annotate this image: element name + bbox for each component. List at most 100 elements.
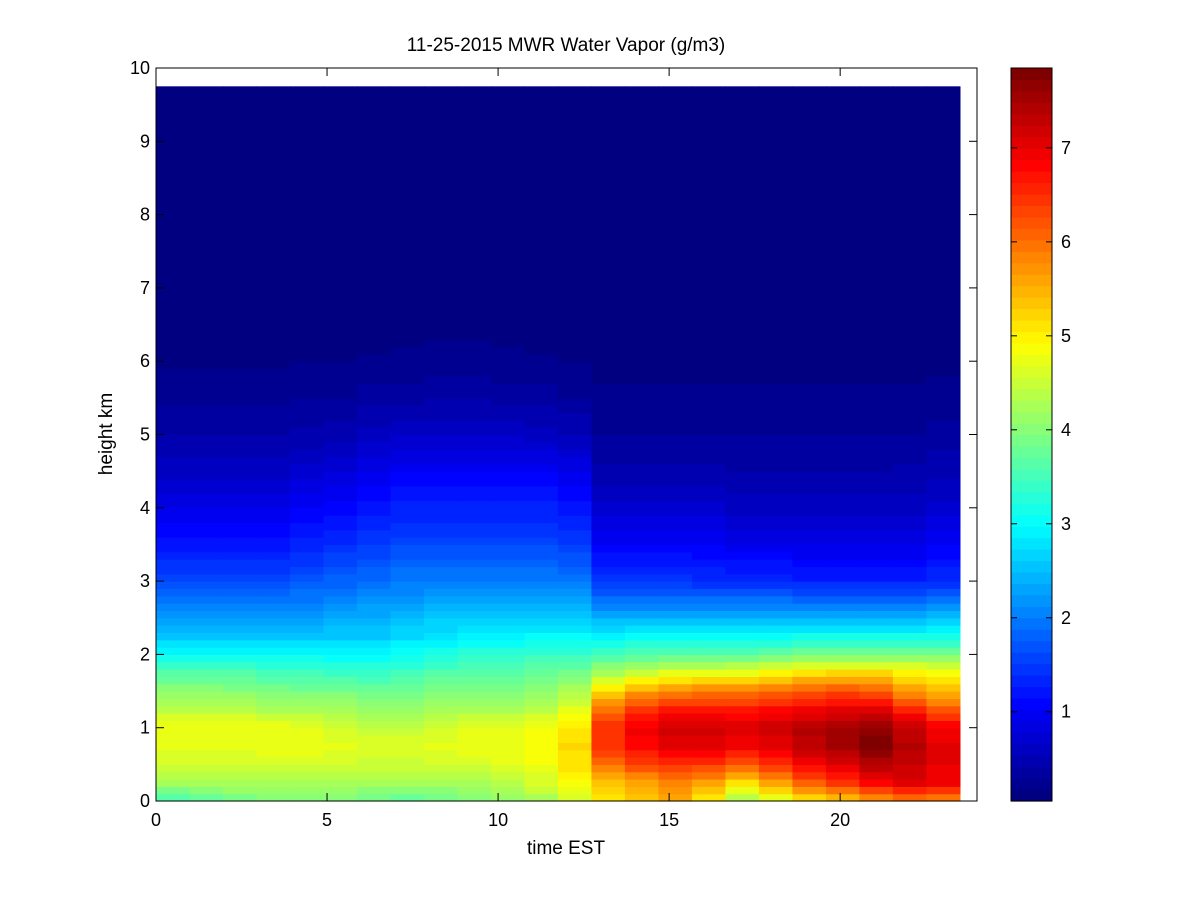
heatmap-cell — [825, 720, 861, 729]
heatmap-cell — [256, 111, 291, 120]
heatmap-cell — [423, 390, 459, 399]
heatmap-cell — [289, 566, 325, 575]
heatmap-cell — [557, 478, 593, 487]
heatmap-cell — [825, 735, 861, 743]
heatmap-cell — [926, 529, 961, 538]
heatmap-cell — [825, 537, 861, 546]
heatmap-cell — [926, 317, 961, 326]
heatmap-cell — [457, 302, 492, 311]
heatmap-cell — [691, 676, 727, 685]
heatmap-cell — [222, 339, 258, 348]
heatmap-cell — [189, 302, 224, 311]
heatmap-cell — [156, 221, 191, 230]
heatmap-cell — [189, 581, 224, 590]
heatmap-cell — [457, 742, 492, 751]
heatmap-cell — [557, 764, 593, 773]
heatmap-cell — [859, 236, 894, 245]
heatmap-cell — [691, 302, 727, 311]
heatmap-cell — [390, 287, 425, 296]
heatmap-cell — [658, 346, 693, 355]
heatmap-cell — [289, 764, 325, 773]
heatmap-cell — [691, 207, 727, 216]
heatmap-cell — [423, 456, 459, 465]
heatmap-cell — [356, 449, 392, 458]
heatmap-cell — [256, 434, 291, 443]
heatmap-cell — [691, 273, 727, 282]
heatmap-cell — [222, 573, 258, 582]
heatmap-cell — [323, 214, 358, 223]
heatmap-cell — [323, 793, 358, 802]
heatmap-cell — [825, 661, 861, 670]
heatmap-cell — [356, 749, 392, 758]
heatmap-cell — [457, 412, 492, 421]
heatmap-cell — [926, 243, 961, 252]
heatmap-cell — [156, 287, 191, 296]
heatmap-cell — [189, 199, 224, 208]
heatmap-cell — [792, 353, 827, 362]
heatmap-cell — [859, 346, 894, 355]
heatmap-cell — [892, 764, 927, 773]
heatmap-cell — [725, 698, 760, 707]
heatmap-cell — [758, 236, 794, 245]
heatmap-cell — [591, 654, 626, 663]
heatmap-cell — [926, 771, 961, 780]
heatmap-cell — [457, 713, 492, 721]
heatmap-cell — [624, 610, 660, 619]
heatmap-cell — [222, 390, 258, 399]
heatmap-cell — [289, 581, 325, 590]
heatmap-cell — [658, 221, 693, 230]
heatmap-cell — [725, 104, 760, 113]
heatmap-cell — [222, 397, 258, 406]
heatmap-cell — [156, 786, 191, 795]
heatmap-cell — [691, 537, 727, 546]
heatmap-cell — [390, 324, 425, 333]
heatmap-cell — [691, 705, 727, 714]
heatmap-cells — [156, 86, 961, 802]
heatmap-cell — [490, 331, 526, 340]
heatmap-cell — [457, 111, 492, 120]
heatmap-cell — [624, 449, 660, 458]
heatmap-cell — [859, 331, 894, 340]
heatmap-cell — [222, 361, 258, 370]
heatmap-cell — [792, 713, 827, 721]
heatmap-cell — [658, 507, 693, 516]
heatmap-cell — [423, 192, 459, 201]
heatmap-cell — [892, 500, 927, 509]
heatmap-cell — [725, 500, 760, 509]
heatmap-cell — [256, 302, 291, 311]
heatmap-cell — [156, 647, 191, 655]
heatmap-cell — [926, 126, 961, 135]
heatmap-cell — [457, 141, 492, 150]
heatmap-cell — [825, 390, 861, 399]
heatmap-cell — [490, 346, 526, 355]
heatmap-cell — [222, 779, 258, 787]
heatmap-cell — [825, 243, 861, 252]
heatmap-cell — [457, 170, 492, 179]
heatmap-cell — [658, 749, 693, 758]
heatmap-cell — [222, 331, 258, 340]
heatmap-cell — [658, 229, 693, 238]
heatmap-cell — [457, 500, 492, 509]
heatmap-cell — [256, 456, 291, 465]
heatmap-cell — [356, 258, 392, 267]
y-tick-label: 4 — [140, 498, 150, 518]
heatmap-cell — [524, 676, 559, 685]
colorbar-segment — [1011, 297, 1052, 310]
heatmap-cell — [926, 617, 961, 626]
heatmap-cell — [591, 500, 626, 509]
heatmap-cell — [859, 683, 894, 692]
heatmap-cell — [792, 485, 827, 494]
heatmap-cell — [189, 625, 224, 634]
heatmap-cell — [323, 280, 358, 289]
heatmap-cell — [926, 449, 961, 458]
heatmap-cell — [356, 199, 392, 208]
heatmap-cell — [758, 324, 794, 333]
heatmap-cell — [289, 427, 325, 436]
heatmap-cell — [189, 485, 224, 494]
heatmap-cell — [859, 478, 894, 487]
heatmap-cell — [490, 324, 526, 333]
heatmap-cell — [725, 119, 760, 128]
heatmap-cell — [256, 207, 291, 216]
heatmap-cell — [356, 478, 392, 487]
heatmap-cell — [356, 771, 392, 780]
